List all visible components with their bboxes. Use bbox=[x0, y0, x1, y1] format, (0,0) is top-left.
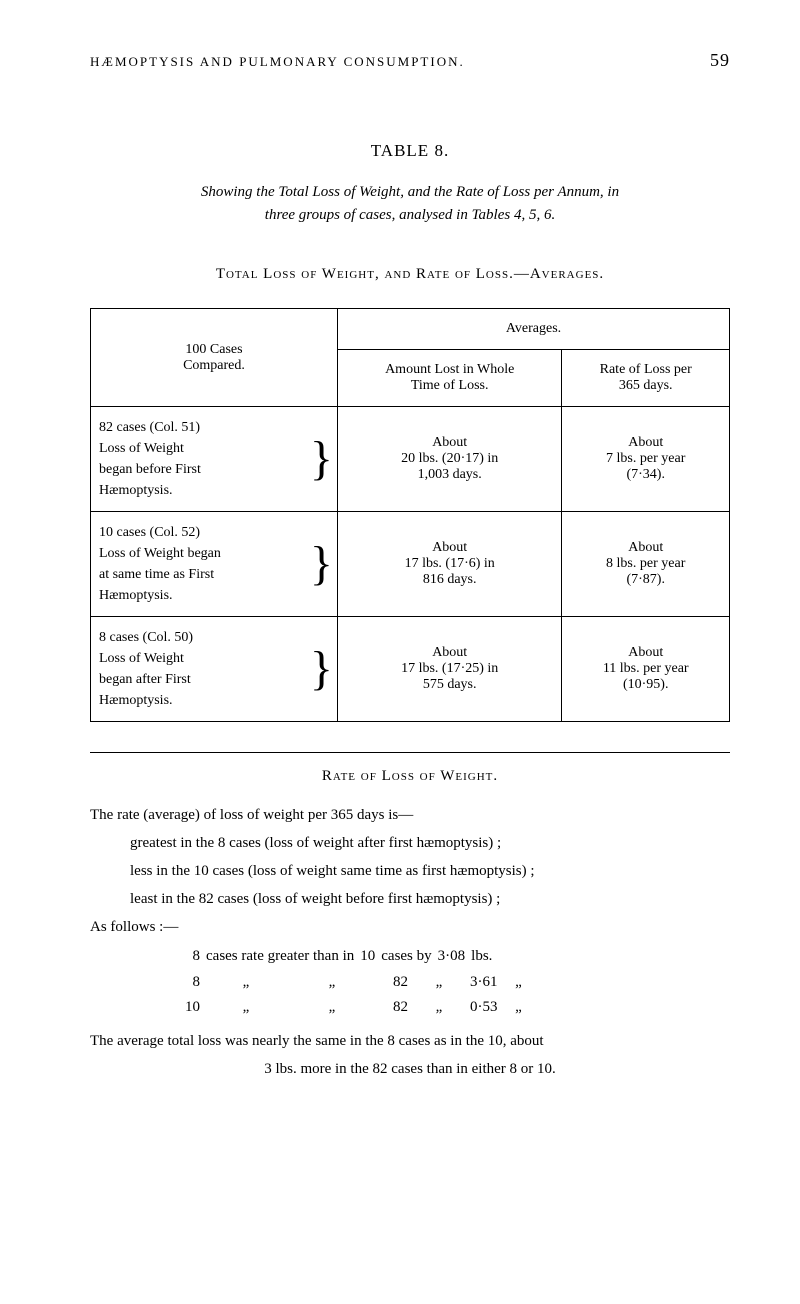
spanner-header: Averages. bbox=[337, 309, 729, 350]
rate-val: 3·61 bbox=[470, 970, 498, 996]
intro-line: The rate (average) of loss of weight per… bbox=[90, 803, 730, 827]
table-row: 8 cases (Col. 50) Loss of Weight began a… bbox=[91, 617, 730, 722]
list-line: less in the 10 cases (loss of weight sam… bbox=[90, 859, 730, 883]
ditto: „ bbox=[504, 970, 534, 996]
rate-c2: 82 bbox=[378, 970, 408, 996]
rate-section: Rate of Loss of Weight. The rate (averag… bbox=[90, 768, 730, 1081]
row-label: 82 cases (Col. 51) Loss of Weight began … bbox=[91, 407, 338, 512]
page-header: HÆMOPTYSIS AND PULMONARY CONSUMPTION. 59 bbox=[90, 50, 730, 71]
rate-list-row: 8 „ „ 82 „ 3·61 „ bbox=[170, 970, 730, 996]
col1-header: 100 Cases Compared. bbox=[91, 309, 338, 407]
brace-icon: } bbox=[310, 540, 333, 588]
as-follows: As follows :— bbox=[90, 915, 730, 939]
row-label-text: 82 cases (Col. 51) Loss of Weight began … bbox=[99, 417, 211, 501]
row-label-text: 8 cases (Col. 50) Loss of Weight began a… bbox=[99, 627, 203, 711]
list-line: least in the 82 cases (loss of weight be… bbox=[90, 887, 730, 911]
rate-list: 8 cases rate greater than in 10 cases by… bbox=[170, 944, 730, 1021]
ditto: „ bbox=[292, 970, 372, 996]
caption-line-1: Showing the Total Loss of Weight, and th… bbox=[201, 184, 619, 200]
closing-line: The average total loss was nearly the sa… bbox=[90, 1029, 730, 1053]
table-caption: Showing the Total Loss of Weight, and th… bbox=[90, 181, 730, 226]
page-root: HÆMOPTYSIS AND PULMONARY CONSUMPTION. 59… bbox=[0, 0, 800, 1125]
rate-n: 8 bbox=[170, 944, 200, 970]
col3-header: Rate of Loss per 365 days. bbox=[562, 350, 730, 407]
row-label-text: 10 cases (Col. 52) Loss of Weight began … bbox=[99, 522, 231, 606]
rate-n: 8 bbox=[170, 970, 200, 996]
brace-icon: } bbox=[310, 435, 333, 483]
amount-cell: About 20 lbs. (20·17) in 1,003 days. bbox=[337, 407, 561, 512]
ditto: „ bbox=[504, 995, 534, 1021]
rate-c2: 82 bbox=[378, 995, 408, 1021]
rate-cell: About 7 lbs. per year (7·34). bbox=[562, 407, 730, 512]
rate-cell: About 8 lbs. per year (7·87). bbox=[562, 512, 730, 617]
rate-c2: 10 bbox=[360, 944, 375, 970]
closing-line: 3 lbs. more in the 82 cases than in eith… bbox=[90, 1057, 730, 1081]
ditto: „ bbox=[414, 995, 464, 1021]
amount-cell: About 17 lbs. (17·25) in 575 days. bbox=[337, 617, 561, 722]
amount-cell: About 17 lbs. (17·6) in 816 days. bbox=[337, 512, 561, 617]
table-row: 82 cases (Col. 51) Loss of Weight began … bbox=[91, 407, 730, 512]
rate-val: 0·53 bbox=[470, 995, 498, 1021]
row-label: 8 cases (Col. 50) Loss of Weight began a… bbox=[91, 617, 338, 722]
list-line: greatest in the 8 cases (loss of weight … bbox=[90, 831, 730, 855]
running-head: HÆMOPTYSIS AND PULMONARY CONSUMPTION. bbox=[90, 54, 465, 70]
data-table: 100 Cases Compared. Averages. Amount Los… bbox=[90, 308, 730, 722]
divider bbox=[90, 752, 730, 753]
rate-list-row: 8 cases rate greater than in 10 cases by… bbox=[170, 944, 730, 970]
ditto: „ bbox=[292, 995, 372, 1021]
rate-title: Rate of Loss of Weight. bbox=[90, 768, 730, 785]
ditto: „ bbox=[414, 970, 464, 996]
table-row: 10 cases (Col. 52) Loss of Weight began … bbox=[91, 512, 730, 617]
rate-text: cases rate greater than in bbox=[206, 944, 354, 970]
page-number: 59 bbox=[710, 50, 730, 71]
rate-cby: cases by bbox=[381, 944, 431, 970]
rate-list-row: 10 „ „ 82 „ 0·53 „ bbox=[170, 995, 730, 1021]
col2-header: Amount Lost in Whole Time of Loss. bbox=[337, 350, 561, 407]
ditto: „ bbox=[206, 995, 286, 1021]
rate-val: 3·08 bbox=[438, 944, 466, 970]
section-title: Total Loss of Weight, and Rate of Loss.—… bbox=[90, 266, 730, 283]
ditto: „ bbox=[206, 970, 286, 996]
caption-line-2: three groups of cases, analysed in Table… bbox=[265, 207, 555, 223]
table-label: TABLE 8. bbox=[90, 141, 730, 161]
rate-cell: About 11 lbs. per year (10·95). bbox=[562, 617, 730, 722]
rate-n: 10 bbox=[170, 995, 200, 1021]
row-label: 10 cases (Col. 52) Loss of Weight began … bbox=[91, 512, 338, 617]
rate-unit: lbs. bbox=[471, 944, 492, 970]
brace-icon: } bbox=[310, 645, 333, 693]
